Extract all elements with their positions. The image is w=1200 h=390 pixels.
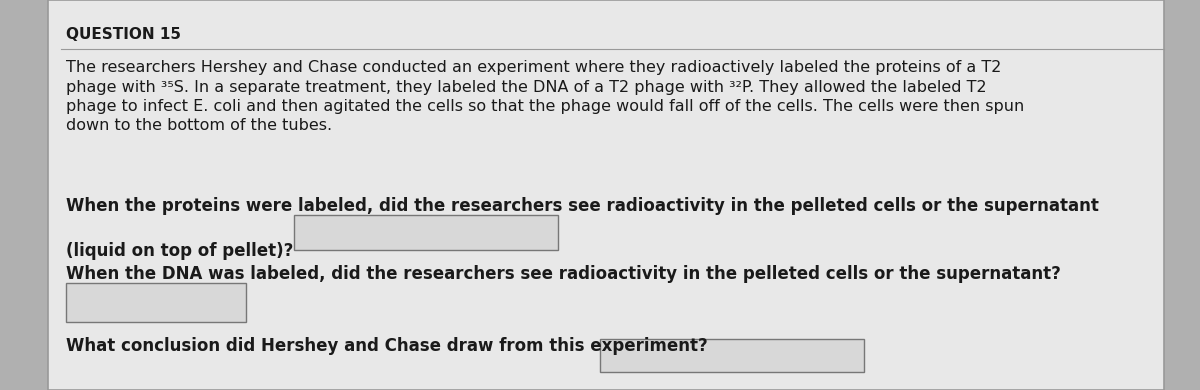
Text: When the proteins were labeled, did the researchers see radioactivity in the pel: When the proteins were labeled, did the …: [66, 197, 1099, 215]
Text: What conclusion did Hershey and Chase draw from this experiment?: What conclusion did Hershey and Chase dr…: [66, 337, 708, 355]
Text: QUESTION 15: QUESTION 15: [66, 27, 181, 42]
Text: (liquid on top of pellet)?: (liquid on top of pellet)?: [66, 242, 293, 260]
FancyBboxPatch shape: [294, 215, 558, 250]
Text: When the DNA was labeled, did the researchers see radioactivity in the pelleted : When the DNA was labeled, did the resear…: [66, 265, 1061, 283]
FancyBboxPatch shape: [600, 339, 864, 372]
Text: The researchers Hershey and Chase conducted an experiment where they radioactive: The researchers Hershey and Chase conduc…: [66, 60, 1025, 133]
FancyBboxPatch shape: [66, 283, 246, 322]
